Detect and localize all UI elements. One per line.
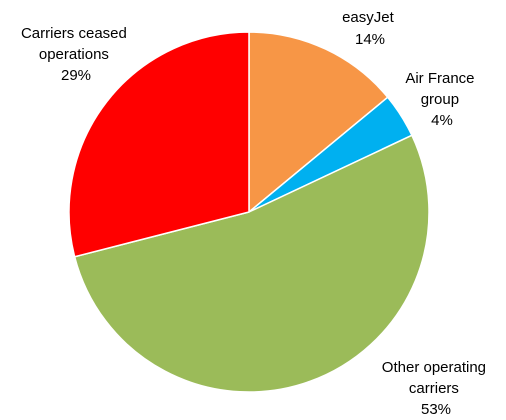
pie-labels: easyJet 14% Air France group 4% Other op… <box>21 9 490 418</box>
pie-slices <box>68 31 430 393</box>
pie-slice-other-operating-carriers <box>73 134 430 393</box>
slice-label-easyjet: easyJet 14% <box>342 9 398 48</box>
slice-label-other-operating-carriers: Other operating carriers 53% <box>382 359 490 418</box>
slice-label-air-france-group: Air France group 4% <box>405 70 478 129</box>
pie-slice-carriers-ceased-operations <box>68 31 250 258</box>
pie-slice-easyjet <box>248 31 389 213</box>
slice-label-carriers-ceased-operations: Carriers ceased operations 29% <box>21 25 131 84</box>
